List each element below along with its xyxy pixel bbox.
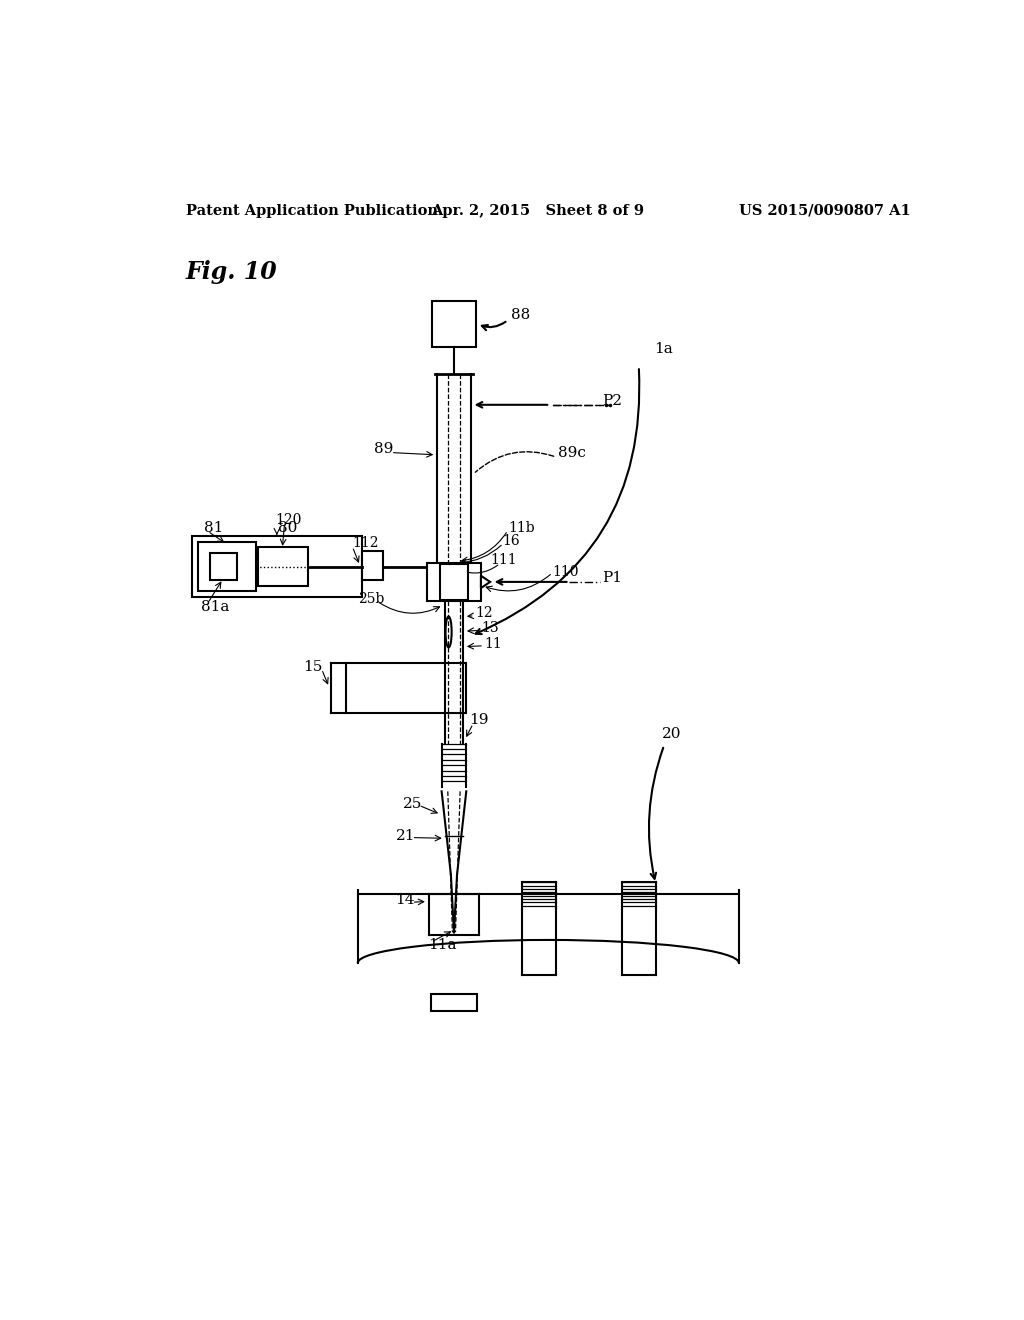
Text: 21: 21 (395, 829, 415, 843)
Text: 110: 110 (553, 565, 579, 579)
Text: 19: 19 (469, 714, 488, 727)
Text: 81: 81 (204, 521, 223, 535)
Text: 112: 112 (352, 536, 379, 550)
Text: 16: 16 (503, 535, 520, 548)
Text: 111: 111 (490, 553, 517, 568)
Text: 13: 13 (481, 622, 499, 635)
Text: Apr. 2, 2015   Sheet 8 of 9: Apr. 2, 2015 Sheet 8 of 9 (431, 203, 644, 218)
Text: 88: 88 (511, 308, 530, 322)
Bar (432, 301, 475, 347)
Text: 11a: 11a (428, 939, 457, 952)
Bar (258, 548, 307, 586)
Text: 1a: 1a (654, 342, 673, 356)
Polygon shape (481, 576, 490, 589)
Text: 25: 25 (403, 797, 423, 810)
Ellipse shape (445, 616, 452, 647)
Text: 89: 89 (374, 442, 393, 457)
Bar (361, 552, 383, 581)
Bar (427, 562, 481, 601)
Text: P2: P2 (602, 393, 623, 408)
Text: US 2015/0090807 A1: US 2015/0090807 A1 (739, 203, 910, 218)
Text: 120: 120 (275, 513, 302, 527)
Bar (193, 536, 361, 597)
Bar (199, 543, 256, 591)
Bar (440, 564, 468, 599)
Text: 20: 20 (662, 727, 681, 742)
Text: 25b: 25b (358, 591, 385, 606)
Bar (210, 553, 237, 581)
Text: 89c: 89c (558, 446, 586, 459)
Text: 12: 12 (475, 606, 494, 619)
Text: 11: 11 (484, 636, 503, 651)
Text: 80: 80 (279, 521, 298, 535)
Text: 11b: 11b (508, 521, 535, 535)
Text: P1: P1 (602, 572, 623, 585)
Text: Fig. 10: Fig. 10 (186, 260, 278, 284)
Text: Patent Application Publication: Patent Application Publication (186, 203, 438, 218)
Bar (431, 994, 477, 1011)
Bar (346, 663, 466, 713)
Text: 15: 15 (303, 660, 323, 673)
Text: 14: 14 (394, 892, 414, 907)
Text: 81a: 81a (202, 599, 229, 614)
